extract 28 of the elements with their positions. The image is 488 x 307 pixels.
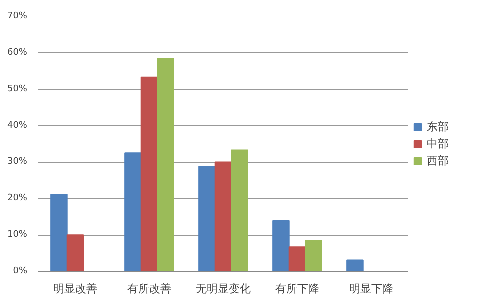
bar: [198, 166, 216, 272]
x-tick-label: 无明显变化: [196, 282, 251, 296]
legend-label: 东部: [427, 119, 449, 134]
y-tick-label: 10%: [7, 230, 28, 240]
bar: [305, 240, 322, 272]
legend-label: 西部: [427, 153, 449, 168]
y-tick-label: 20%: [7, 194, 28, 204]
y-tick-label: 50%: [7, 84, 28, 94]
bar: [288, 246, 306, 272]
bar: [214, 162, 232, 272]
y-tick-label: 40%: [7, 120, 28, 131]
y-tick-label: 60%: [7, 48, 28, 58]
y-tick-label: 70%: [7, 12, 28, 22]
bar: [231, 150, 248, 272]
x-tick-label: 有所下降: [276, 282, 320, 296]
bar: [50, 194, 68, 272]
bar: [346, 260, 364, 272]
bar: [157, 58, 174, 272]
x-tick-label: 明显改善: [54, 282, 98, 296]
x-tick-label: 有所改善: [128, 282, 172, 296]
bar: [272, 220, 290, 272]
y-tick-label: 0%: [13, 266, 28, 276]
legend-label: 中部: [427, 136, 449, 151]
bar: [124, 152, 142, 272]
y-tick-label: 30%: [7, 157, 28, 168]
bar: [140, 76, 158, 272]
bar: [66, 234, 84, 272]
x-tick-label: 明显下降: [350, 282, 394, 296]
